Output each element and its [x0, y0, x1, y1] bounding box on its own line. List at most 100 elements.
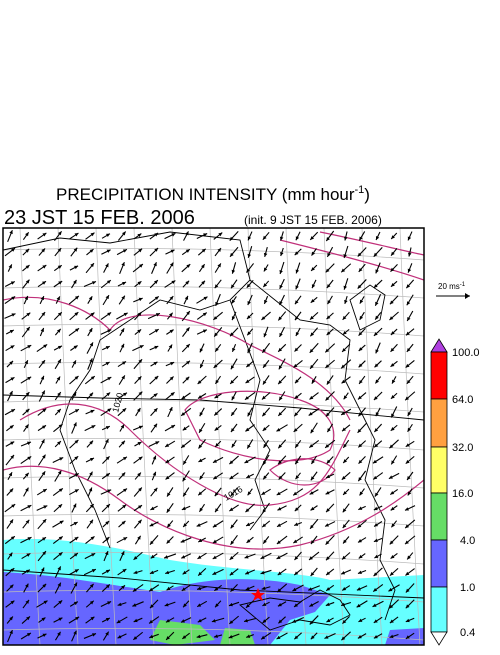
- wind-head: [277, 588, 282, 593]
- wind-head: [74, 233, 79, 237]
- wind-head: [105, 362, 110, 366]
- wind-head: [11, 296, 16, 300]
- wind-head: [279, 396, 283, 401]
- wind-head: [325, 348, 330, 353]
- wind-head: [247, 253, 252, 258]
- wind-head: [246, 522, 251, 526]
- wind-head: [389, 540, 394, 545]
- wind-head: [246, 283, 251, 288]
- wind-head: [74, 439, 79, 444]
- wind-head: [407, 316, 411, 321]
- wind-head: [388, 475, 393, 479]
- wind-head: [107, 312, 112, 316]
- wind-head: [246, 474, 251, 478]
- wind-head: [260, 555, 265, 559]
- wind-head: [309, 315, 314, 320]
- wind-head: [57, 470, 62, 475]
- wind-head: [294, 603, 299, 607]
- wind-head: [107, 377, 112, 381]
- wind-head: [89, 457, 94, 462]
- meridian: [171, 228, 193, 645]
- wind-head: [199, 428, 203, 433]
- meridian: [399, 228, 421, 645]
- wind-head: [42, 408, 47, 413]
- wind-head: [137, 312, 142, 316]
- wind-head: [277, 523, 282, 527]
- wind-head: [262, 509, 267, 513]
- wind-head: [232, 347, 236, 352]
- wind-head: [25, 392, 30, 396]
- wind-head: [230, 492, 235, 497]
- wind-head: [184, 295, 189, 300]
- wind-head: [278, 380, 282, 385]
- wind-head: [180, 619, 185, 623]
- wind-head: [137, 376, 142, 381]
- wind-head: [213, 364, 218, 368]
- wind-head: [245, 379, 250, 384]
- wind-head: [106, 392, 111, 397]
- wind-head: [196, 523, 201, 527]
- wind-head: [228, 602, 233, 607]
- wind-scale-exponent: -1: [460, 282, 466, 288]
- wind-head: [294, 347, 299, 352]
- wind-head: [261, 586, 266, 591]
- wind-head: [59, 520, 64, 525]
- wind-head: [407, 491, 412, 496]
- location-star: [251, 588, 265, 601]
- wind-head: [56, 328, 61, 333]
- wind-head: [138, 456, 143, 461]
- wind-head: [24, 360, 28, 365]
- wind-head: [375, 492, 379, 497]
- wind-head: [88, 296, 93, 301]
- wind-head: [9, 519, 14, 524]
- wind-head: [25, 279, 30, 284]
- meridian: [19, 228, 41, 645]
- wind-head: [278, 347, 283, 352]
- wind-head: [121, 520, 126, 525]
- wind-head: [326, 474, 331, 478]
- wind-head: [359, 236, 363, 241]
- wind-head: [229, 332, 234, 337]
- wind-head: [90, 616, 95, 621]
- parallel: [3, 590, 424, 603]
- wind-head: [57, 582, 61, 587]
- wind-head: [90, 536, 95, 541]
- wind-head: [310, 332, 315, 337]
- wind-head: [41, 471, 46, 476]
- wind-head: [42, 265, 47, 269]
- wind-head: [42, 425, 46, 429]
- wind-head: [24, 424, 29, 429]
- wind-head: [388, 587, 393, 592]
- wind-head: [294, 316, 299, 321]
- wind-head: [199, 412, 204, 417]
- wind-head: [154, 375, 159, 380]
- wind-head: [170, 392, 175, 396]
- wind-head: [153, 423, 158, 428]
- colorbar-bin: [430, 539, 448, 588]
- wind-head: [42, 232, 47, 237]
- wind-head: [356, 603, 361, 608]
- wind-head: [8, 264, 12, 269]
- wind-head: [90, 232, 95, 237]
- wind-head: [278, 316, 282, 321]
- wind-head: [171, 425, 176, 429]
- wind-head: [373, 634, 378, 639]
- wind-head: [40, 327, 44, 332]
- wind-head: [73, 582, 78, 587]
- wind-head: [105, 456, 110, 461]
- wind-head: [74, 312, 79, 316]
- wind-head: [309, 348, 314, 353]
- wind-head: [294, 300, 299, 305]
- wind-head: [43, 505, 48, 509]
- wind-head: [263, 283, 268, 288]
- meridian: [209, 228, 231, 645]
- wind-head: [357, 284, 362, 289]
- wind-head: [91, 425, 96, 429]
- wind-head: [40, 375, 45, 380]
- title-main: PRECIPITATION INTENSITY (mm hour: [56, 185, 355, 204]
- wind-head: [181, 555, 186, 559]
- wind-head: [153, 361, 158, 366]
- wind-head: [405, 604, 410, 609]
- wind-head: [57, 265, 62, 269]
- wind-head: [359, 299, 364, 304]
